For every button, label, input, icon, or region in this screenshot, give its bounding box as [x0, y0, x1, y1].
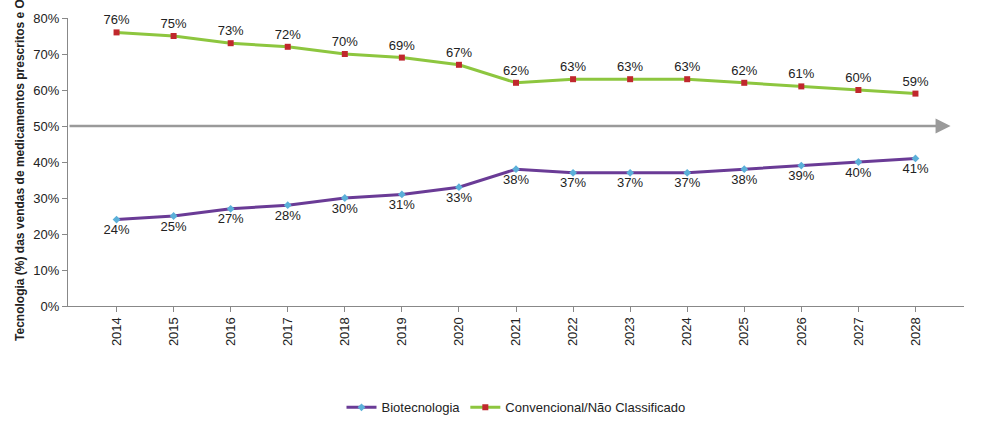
svg-text:28%: 28% [275, 208, 301, 223]
svg-text:37%: 37% [560, 175, 586, 190]
svg-text:40%: 40% [33, 155, 59, 170]
svg-text:37%: 37% [617, 175, 643, 190]
svg-text:Convencional/Não Classificado: Convencional/Não Classificado [505, 400, 685, 415]
svg-text:50%: 50% [33, 119, 59, 134]
svg-text:72%: 72% [275, 27, 301, 42]
svg-text:31%: 31% [389, 197, 415, 212]
svg-text:80%: 80% [33, 11, 59, 26]
svg-text:33%: 33% [446, 190, 472, 205]
svg-text:30%: 30% [33, 191, 59, 206]
svg-text:30%: 30% [332, 201, 358, 216]
svg-text:2025: 2025 [736, 317, 751, 346]
svg-text:62%: 62% [731, 63, 757, 78]
svg-text:2021: 2021 [508, 317, 523, 346]
svg-text:2018: 2018 [337, 317, 352, 346]
svg-text:2020: 2020 [451, 317, 466, 346]
svg-text:67%: 67% [446, 45, 472, 60]
svg-text:38%: 38% [503, 172, 529, 187]
svg-text:40%: 40% [845, 165, 871, 180]
svg-text:20%: 20% [33, 227, 59, 242]
svg-text:2023: 2023 [622, 317, 637, 346]
svg-text:2028: 2028 [908, 317, 923, 346]
svg-text:0%: 0% [41, 299, 60, 314]
svg-text:2019: 2019 [394, 317, 409, 346]
svg-text:24%: 24% [104, 222, 130, 237]
svg-text:76%: 76% [104, 12, 130, 27]
svg-text:61%: 61% [788, 66, 814, 81]
svg-text:60%: 60% [33, 83, 59, 98]
svg-text:63%: 63% [560, 59, 586, 74]
svg-text:69%: 69% [389, 38, 415, 53]
svg-text:38%: 38% [731, 172, 757, 187]
svg-text:75%: 75% [161, 16, 187, 31]
svg-text:60%: 60% [845, 70, 871, 85]
svg-text:2016: 2016 [223, 317, 238, 346]
svg-text:Tecnologia (%) das vendas de m: Tecnologia (%) das vendas de medicamento… [13, 0, 27, 341]
svg-text:63%: 63% [674, 59, 700, 74]
svg-text:62%: 62% [503, 63, 529, 78]
svg-text:37%: 37% [674, 175, 700, 190]
svg-text:Biotecnologia: Biotecnologia [382, 400, 461, 415]
svg-text:2026: 2026 [794, 317, 809, 346]
svg-text:2017: 2017 [280, 317, 295, 346]
svg-text:70%: 70% [33, 47, 59, 62]
svg-text:2027: 2027 [851, 317, 866, 346]
svg-text:10%: 10% [33, 263, 59, 278]
svg-text:2024: 2024 [679, 317, 694, 346]
svg-text:41%: 41% [902, 161, 928, 176]
svg-text:25%: 25% [161, 219, 187, 234]
svg-text:27%: 27% [218, 211, 244, 226]
svg-text:73%: 73% [218, 23, 244, 38]
svg-text:59%: 59% [902, 74, 928, 89]
svg-text:2014: 2014 [109, 317, 124, 346]
svg-text:2022: 2022 [565, 317, 580, 346]
svg-text:39%: 39% [788, 168, 814, 183]
svg-text:63%: 63% [617, 59, 643, 74]
svg-text:70%: 70% [332, 34, 358, 49]
svg-text:2015: 2015 [166, 317, 181, 346]
